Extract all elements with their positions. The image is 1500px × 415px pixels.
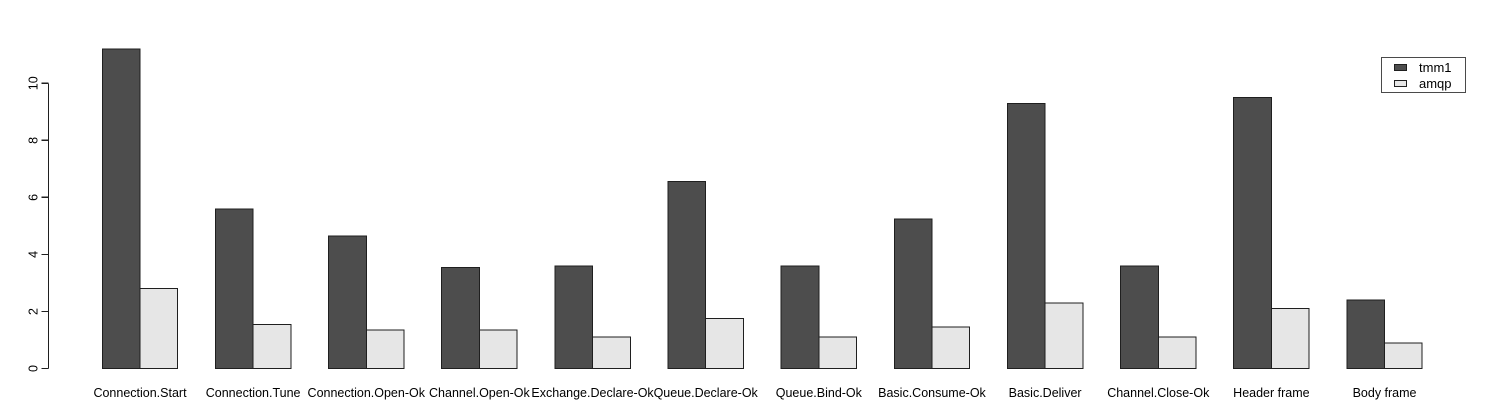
bar-tmm1	[1006, 102, 1046, 369]
legend-item-tmm1: tmm1	[1382, 61, 1465, 74]
bar-amqp	[1270, 308, 1310, 369]
bar-amqp	[705, 318, 744, 369]
x-tick-label: Queue.Declare-Ok	[654, 386, 759, 400]
bar-tmm1	[214, 208, 254, 369]
bar-amqp	[252, 323, 292, 370]
legend-item-amqp: amqp	[1382, 77, 1465, 90]
x-tick-label: Channel.Close-Ok	[1107, 386, 1210, 400]
legend-swatch-amqp	[1394, 79, 1407, 87]
x-tick-label: Connection.Open-Ok	[308, 386, 426, 400]
bar-tmm1	[1233, 97, 1272, 369]
bar-tmm1	[328, 235, 367, 369]
x-tick-label: Basic.Deliver	[1009, 386, 1082, 400]
x-tick-label: Queue.Bind-Ok	[776, 386, 863, 400]
bar-amqp	[1384, 342, 1423, 369]
bar-amqp	[478, 329, 518, 369]
y-tick-label: 2	[26, 308, 40, 315]
y-tick-label: 0	[26, 365, 40, 372]
legend-label-amqp: amqp	[1419, 75, 1452, 91]
y-tick-label: 8	[26, 137, 40, 144]
bar-amqp	[365, 329, 405, 369]
bar-amqp	[1044, 302, 1084, 369]
y-tick-label: 10	[26, 76, 40, 90]
bar-tmm1	[1346, 299, 1386, 369]
x-tick-label: Channel.Open-Ok	[429, 386, 531, 400]
bar-tmm1	[1120, 265, 1159, 369]
bar-tmm1	[667, 181, 707, 369]
chart-legend: tmm1 amqp	[1381, 57, 1466, 93]
bar-tmm1	[101, 48, 141, 370]
x-tick-label: Exchange.Declare-Ok	[531, 386, 654, 400]
bar-amqp	[931, 326, 971, 369]
x-tick-label: Body frame	[1353, 386, 1417, 400]
x-tick-label: Connection.Start	[93, 386, 187, 400]
y-tick-label: 6	[26, 194, 40, 201]
bar-tmm1	[554, 265, 594, 369]
legend-label-tmm1: tmm1	[1419, 59, 1452, 75]
bar-amqp	[592, 336, 631, 369]
bar-amqp	[139, 288, 179, 370]
bar-amqp	[818, 336, 858, 369]
legend-swatch-tmm1	[1394, 63, 1407, 71]
x-tick-label: Connection.Tune	[206, 386, 301, 400]
bar-tmm1	[780, 265, 820, 369]
bar-tmm1	[441, 266, 480, 369]
y-tick-label: 4	[26, 251, 40, 258]
x-tick-label: Basic.Consume-Ok	[878, 386, 986, 400]
bar-tmm1	[893, 218, 933, 369]
bar-amqp	[1157, 336, 1197, 369]
x-tick-label: Header frame	[1233, 386, 1309, 400]
